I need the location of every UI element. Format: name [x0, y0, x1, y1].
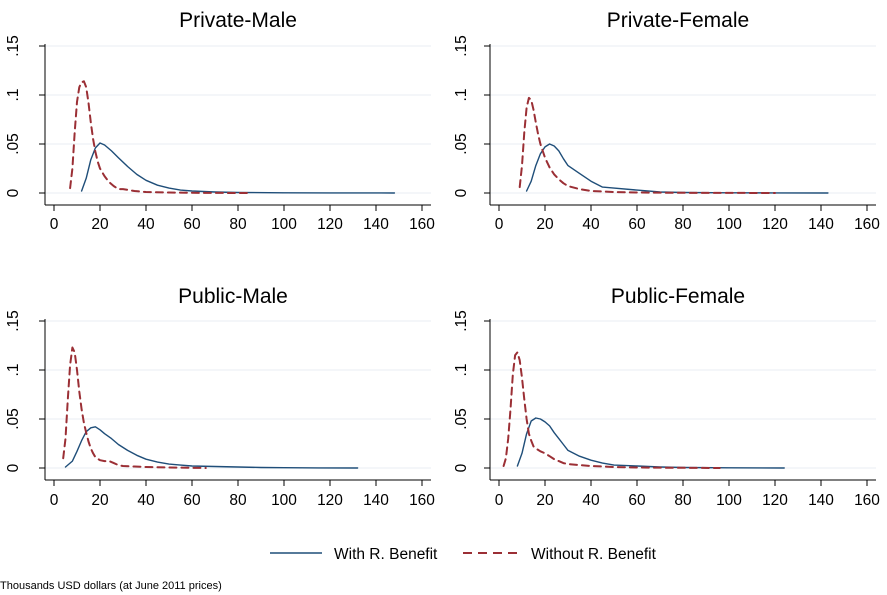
y-tick-label: .05	[453, 408, 470, 430]
y-tick-label: .05	[453, 133, 470, 155]
x-tick-label: 20	[536, 492, 554, 509]
y-tick-label: 0	[5, 188, 22, 197]
x-tick-label: 120	[762, 492, 788, 509]
series-line-without-benefit	[62, 346, 207, 469]
x-tick-label: 160	[854, 492, 880, 509]
series-line-with-benefit	[525, 143, 829, 194]
series-line-without-benefit	[69, 80, 249, 194]
x-tick-label: 100	[271, 492, 297, 509]
x-tick-label: 40	[582, 216, 600, 233]
panel-title: Private-Male	[179, 9, 297, 32]
series-line-with-benefit	[80, 142, 396, 194]
legend-label-with-benefit: With R. Benefit	[334, 546, 438, 563]
x-tick-label: 0	[50, 492, 59, 509]
y-tick-label: .15	[5, 35, 22, 57]
x-tick-label: 40	[137, 216, 155, 233]
x-tick-label: 160	[409, 216, 435, 233]
x-tick-label: 40	[137, 492, 155, 509]
x-tick-label: 60	[183, 216, 201, 233]
panel-title: Public-Female	[611, 285, 745, 308]
chart-panel-1: Private-Male 0 .05 .1 .15 0 20 40 60 80 100 120 140 1…	[5, 9, 435, 233]
y-tick-label: .1	[453, 89, 470, 102]
x-tick-label: 120	[317, 492, 343, 509]
y-tick-label: 0	[5, 463, 22, 472]
x-tick-label: 80	[674, 492, 692, 509]
x-tick-label: 0	[495, 216, 504, 233]
legend: With R. Benefit Without R. Benefit	[270, 546, 657, 563]
y-tick-label: .15	[453, 35, 470, 57]
x-tick-label: 80	[229, 492, 247, 509]
chart-panel-3: Public-Male 0 .05 .1 .15 0 20 40 60 80 100 120 140 16…	[5, 285, 435, 509]
y-tick-label: .15	[453, 310, 470, 332]
series-line-with-benefit	[64, 426, 359, 469]
x-tick-label: 100	[716, 492, 742, 509]
x-tick-label: 140	[808, 492, 834, 509]
chart-panel-2: Private-Female 0 .05 .1 .15 0 20 40 60 80 100 120 14…	[453, 9, 880, 233]
series-line-with-benefit	[516, 417, 785, 469]
x-tick-label: 60	[628, 216, 646, 233]
panels: Private-Male 0 .05 .1 .15 0 20 40 60 80 100 120 140 1…	[5, 9, 880, 509]
x-tick-label: 140	[363, 492, 389, 509]
x-tick-label: 40	[582, 492, 600, 509]
y-tick-label: .1	[5, 89, 22, 102]
legend-label-without-benefit: Without R. Benefit	[531, 546, 657, 563]
x-tick-label: 140	[808, 216, 834, 233]
x-tick-label: 0	[50, 216, 59, 233]
y-tick-label: 0	[453, 463, 470, 472]
x-tick-label: 80	[674, 216, 692, 233]
x-tick-label: 0	[495, 492, 504, 509]
panel-title: Private-Female	[607, 9, 749, 32]
x-tick-label: 120	[317, 216, 343, 233]
panel-title: Public-Male	[178, 285, 288, 308]
x-tick-label: 160	[409, 492, 435, 509]
x-tick-label: 140	[363, 216, 389, 233]
y-tick-label: 0	[453, 188, 470, 197]
x-tick-label: 120	[762, 216, 788, 233]
series-line-without-benefit	[502, 351, 721, 469]
x-tick-label: 100	[716, 216, 742, 233]
y-tick-label: .1	[453, 364, 470, 377]
x-tick-label: 20	[536, 216, 554, 233]
y-tick-label: .05	[5, 133, 22, 155]
x-tick-label: 160	[854, 216, 880, 233]
y-tick-label: .05	[5, 408, 22, 430]
y-tick-label: .15	[5, 310, 22, 332]
x-tick-label: 20	[91, 216, 109, 233]
series-line-without-benefit	[518, 96, 776, 194]
x-tick-label: 100	[271, 216, 297, 233]
y-tick-label: .1	[5, 364, 22, 377]
x-tick-label: 60	[183, 492, 201, 509]
chart-panel-4: Public-Female 0 .05 .1 .15 0 20 40 60 80 100 120 140…	[453, 285, 880, 509]
x-tick-label: 80	[229, 216, 247, 233]
x-tick-label: 60	[628, 492, 646, 509]
x-units-note: Thousands USD dollars (at June 2011 pric…	[0, 580, 222, 592]
x-tick-label: 20	[91, 492, 109, 509]
